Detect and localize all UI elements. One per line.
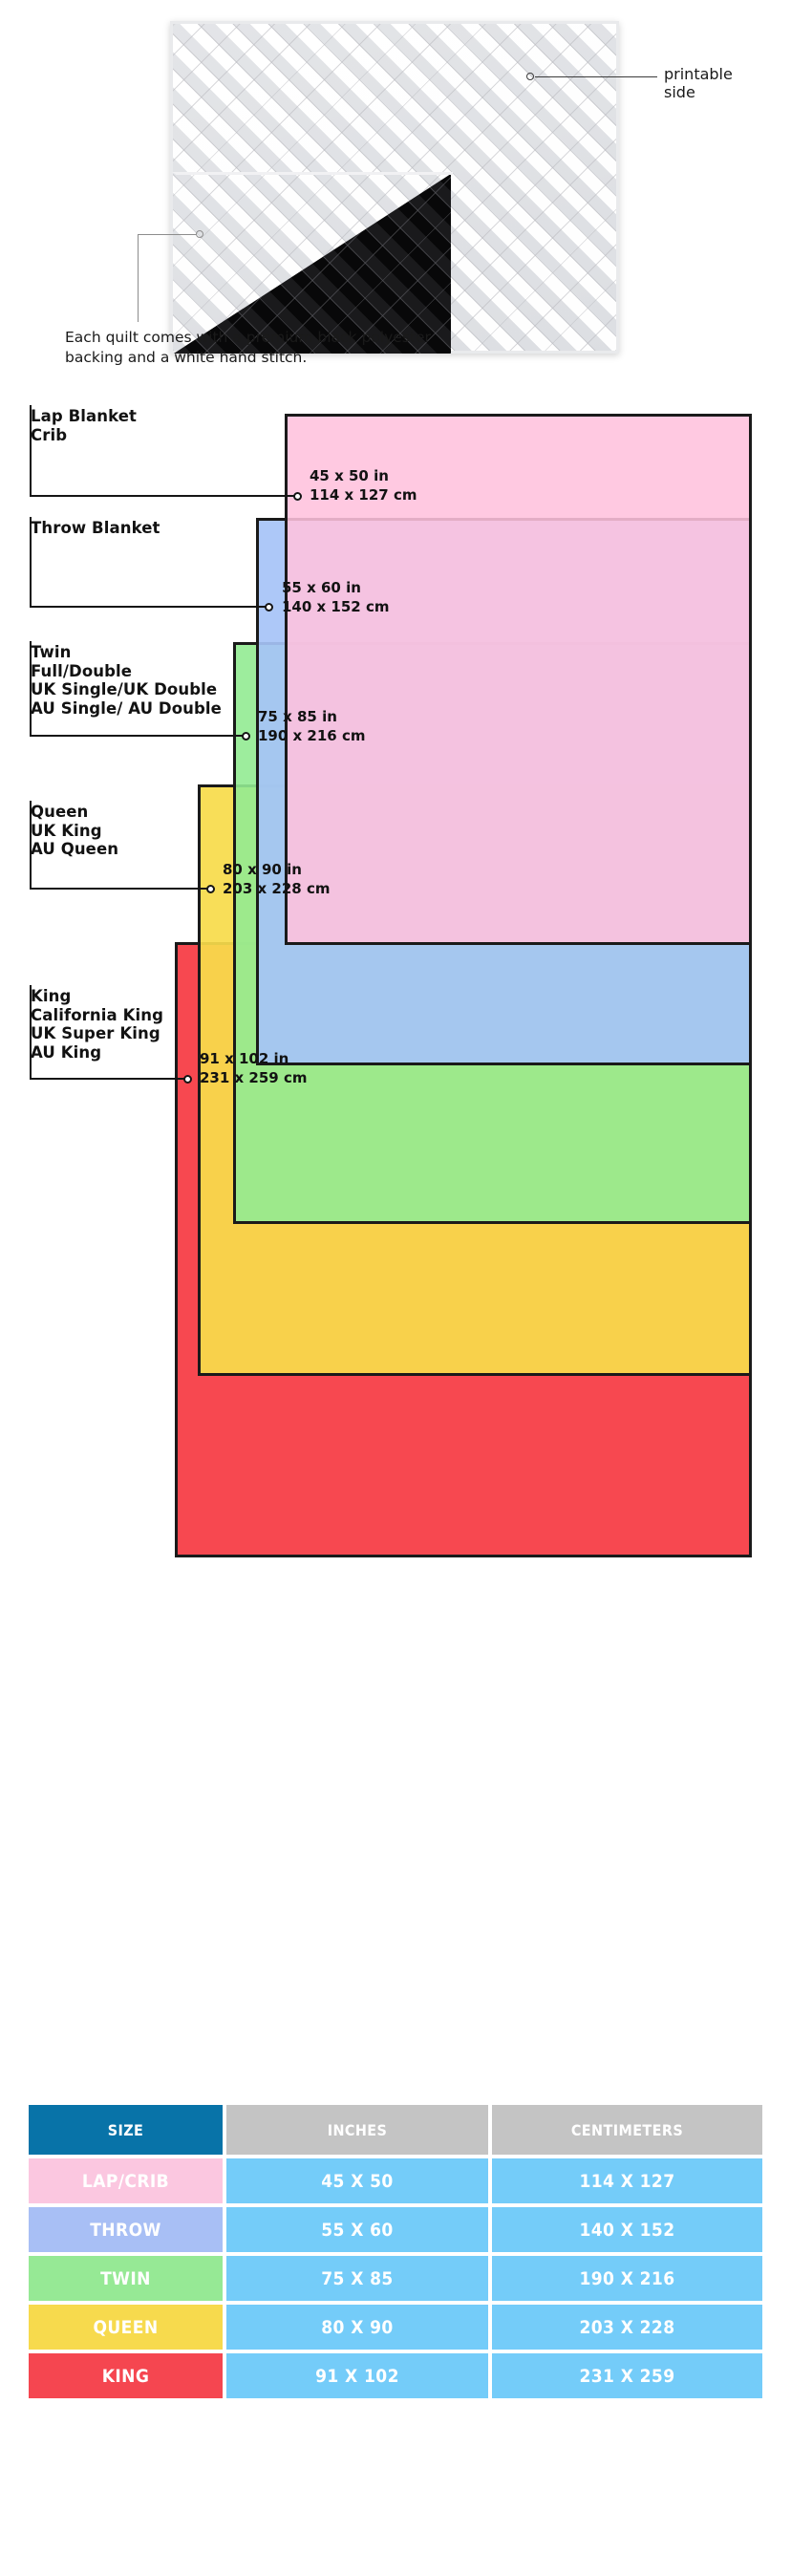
size-dim-twin: 75 x 85 in 190 x 216 cm: [258, 708, 366, 744]
size-table: SIZE INCHES CENTIMETERS LAP/CRIB 45 X 50…: [29, 2105, 762, 2402]
callout-v-twin: [30, 641, 32, 737]
callout-dot-twin: [242, 732, 250, 741]
callout-dot-king: [183, 1075, 192, 1084]
size-label-twin: Twin Full/Double UK Single/UK Double AU …: [31, 643, 222, 718]
table-header-inches: INCHES: [226, 2105, 488, 2155]
table-cell-centimeters-twin: 190 X 216: [492, 2256, 762, 2301]
backing-caption: Each quilt comes with a premium black po…: [65, 329, 431, 366]
table-cell-inches-queen: 80 X 90: [226, 2305, 488, 2350]
table-cell-inches-twin: 75 X 85: [226, 2256, 488, 2301]
backing-leader-h: [138, 234, 197, 235]
table-cell-centimeters-queen: 203 X 228: [492, 2305, 762, 2350]
callout-h-queen: [30, 888, 212, 890]
size-comparison-diagram: Lap Blanket Crib 45 x 50 in 114 x 127 cm…: [0, 401, 791, 2102]
table-cell-size-king: KING: [29, 2353, 223, 2398]
printable-side-label: printable side: [664, 65, 733, 101]
table-cell-size-twin: TWIN: [29, 2256, 223, 2301]
table-header-size: SIZE: [29, 2105, 223, 2155]
printable-side-dot: [526, 73, 534, 80]
callout-v-queen: [30, 801, 32, 890]
callout-dot-throw: [265, 603, 273, 612]
table-header-centimeters: CENTIMETERS: [492, 2105, 762, 2155]
table-row: THROW 55 X 60 140 X 152: [29, 2207, 762, 2252]
size-label-king: King California King UK Super King AU Ki…: [31, 987, 163, 1062]
table-header-row: SIZE INCHES CENTIMETERS: [29, 2105, 762, 2155]
table-cell-size-queen: QUEEN: [29, 2305, 223, 2350]
table-cell-centimeters-king: 231 X 259: [492, 2353, 762, 2398]
backing-leader-v: [138, 234, 139, 322]
table-cell-inches-king: 91 X 102: [226, 2353, 488, 2398]
table-cell-centimeters-lap-crib: 114 X 127: [492, 2158, 762, 2203]
table-row: QUEEN 80 X 90 203 X 228: [29, 2305, 762, 2350]
table-cell-size-throw: THROW: [29, 2207, 223, 2252]
callout-v-king: [30, 985, 32, 1080]
table-cell-inches-throw: 55 X 60: [226, 2207, 488, 2252]
callout-v-lap-crib: [30, 405, 32, 497]
table-row: LAP/CRIB 45 X 50 114 X 127: [29, 2158, 762, 2203]
size-dim-lap-crib: 45 x 50 in 114 x 127 cm: [310, 467, 417, 504]
table-row: TWIN 75 X 85 190 X 216: [29, 2256, 762, 2301]
callout-h-lap-crib: [30, 495, 299, 497]
callout-h-twin: [30, 735, 247, 737]
table-cell-size-lap-crib: LAP/CRIB: [29, 2158, 223, 2203]
size-rect-lap-crib: [285, 414, 752, 945]
size-dim-queen: 80 x 90 in 203 x 228 cm: [223, 861, 331, 897]
callout-dot-queen: [206, 885, 215, 893]
product-photo-section: printable side Each quilt comes with a p…: [0, 0, 791, 401]
callout-v-throw: [30, 517, 32, 608]
callout-h-king: [30, 1078, 189, 1080]
callout-dot-lap-crib: [293, 492, 302, 501]
size-label-throw: Throw Blanket: [31, 519, 160, 537]
printable-side-leader: [535, 76, 657, 77]
size-label-lap-crib: Lap Blanket Crib: [31, 407, 138, 444]
size-label-queen: Queen UK King AU Queen: [31, 803, 119, 858]
table-row: KING 91 X 102 231 X 259: [29, 2353, 762, 2398]
table-cell-inches-lap-crib: 45 X 50: [226, 2158, 488, 2203]
callout-h-throw: [30, 606, 270, 608]
backing-dot: [196, 230, 203, 238]
table-cell-centimeters-throw: 140 X 152: [492, 2207, 762, 2252]
quilt-illustration: [170, 21, 619, 354]
size-dim-throw: 55 x 60 in 140 x 152 cm: [282, 579, 390, 615]
size-dim-king: 91 x 102 in 231 x 259 cm: [200, 1050, 308, 1086]
